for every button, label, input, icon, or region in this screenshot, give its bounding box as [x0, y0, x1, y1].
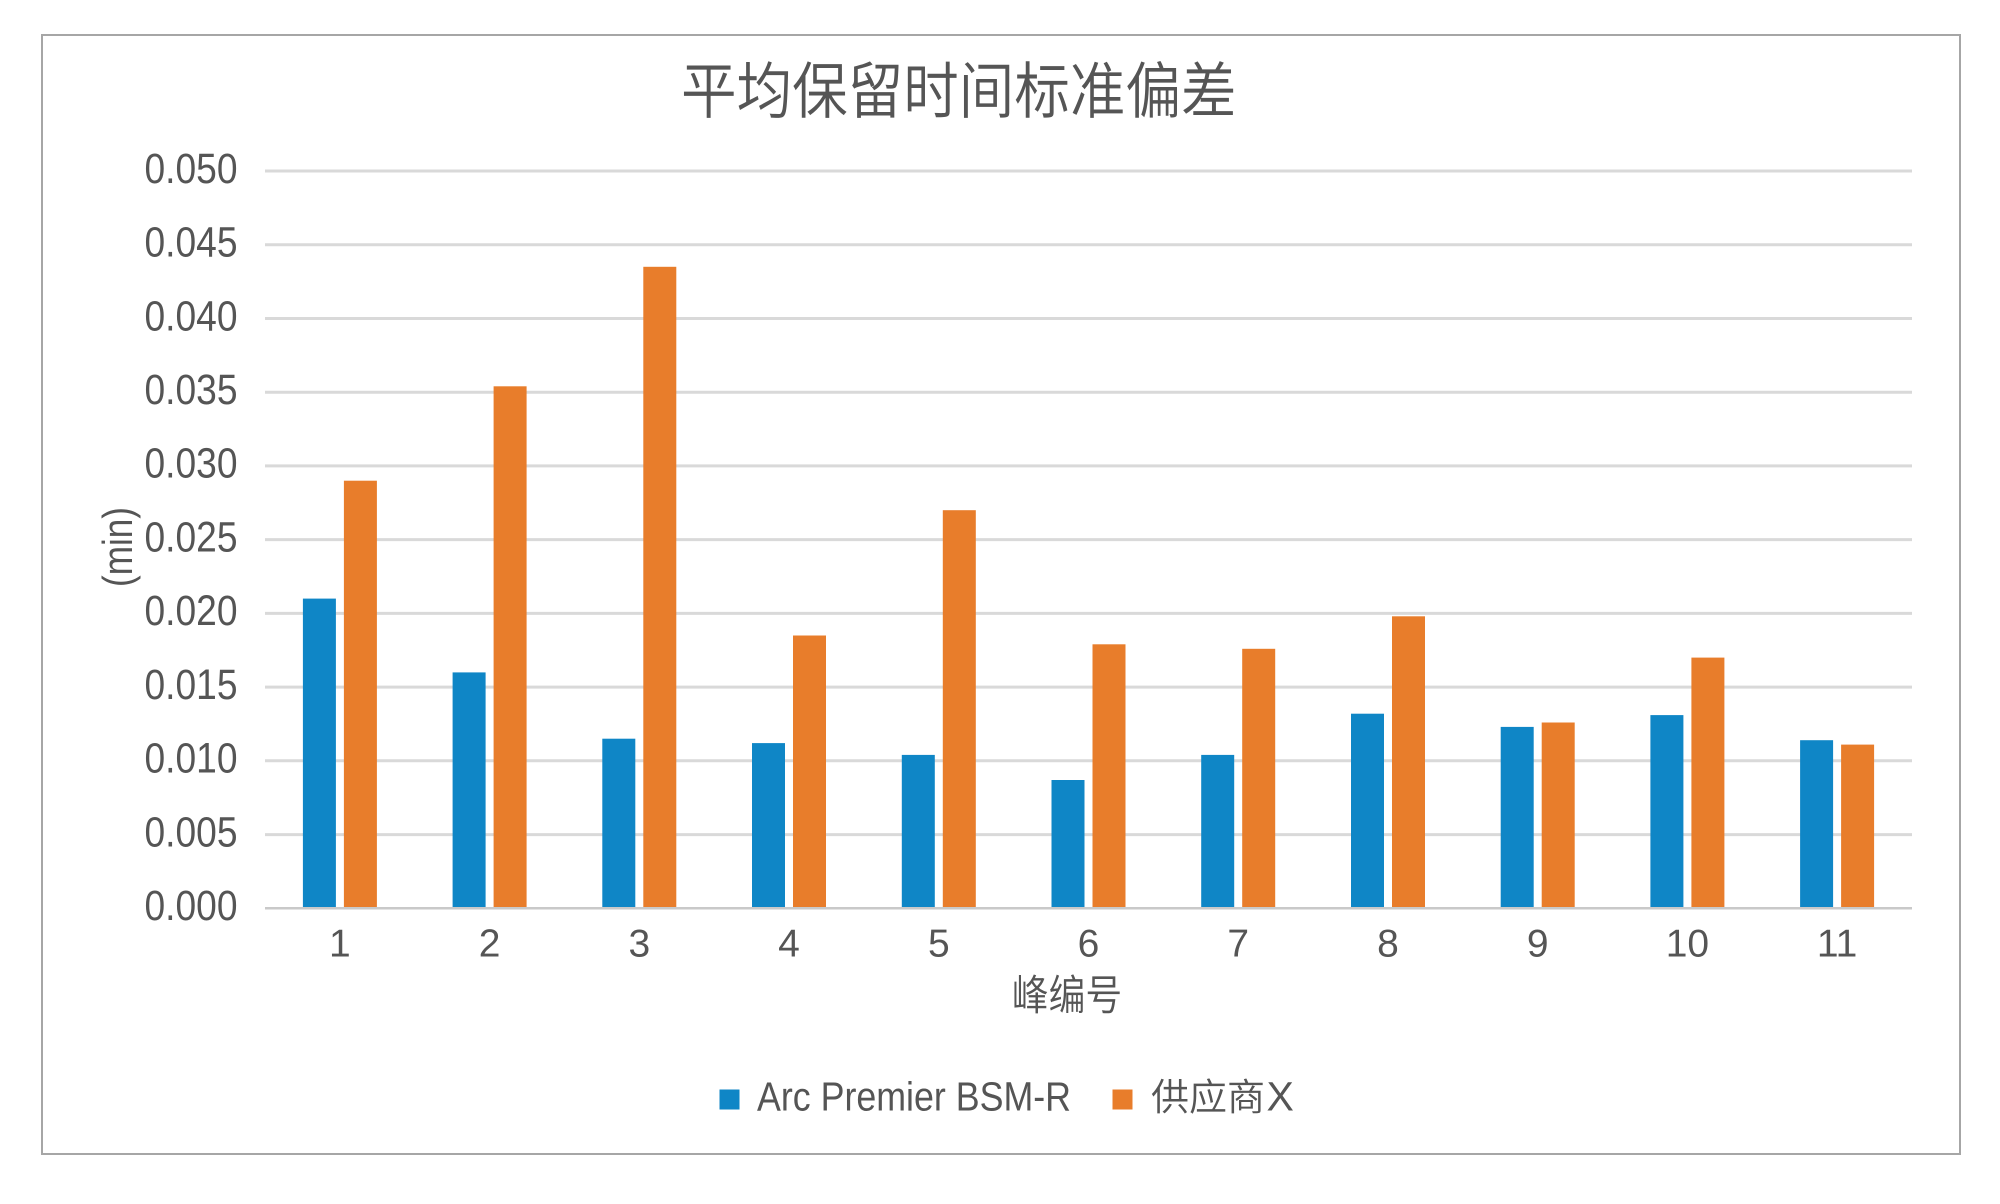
svg-text:0.035: 0.035: [145, 366, 238, 414]
svg-text:0.005: 0.005: [145, 808, 238, 856]
svg-text:(min): (min): [94, 507, 141, 587]
svg-text:0.030: 0.030: [145, 440, 238, 488]
svg-text:1: 1: [329, 922, 351, 965]
svg-text:0.050: 0.050: [145, 145, 238, 193]
svg-text:10: 10: [1666, 922, 1709, 965]
svg-text:X: X: [1267, 1074, 1294, 1120]
svg-text:Arc Premier BSM-R: Arc Premier BSM-R: [757, 1074, 1071, 1120]
svg-text:7: 7: [1227, 922, 1249, 965]
svg-text:8: 8: [1377, 922, 1399, 965]
svg-text:3: 3: [628, 922, 650, 965]
svg-text:0.020: 0.020: [145, 587, 238, 635]
svg-text:5: 5: [928, 922, 950, 965]
svg-text:9: 9: [1527, 922, 1549, 965]
svg-text:0.000: 0.000: [145, 882, 238, 930]
svg-text:2: 2: [479, 922, 501, 965]
svg-text:0.045: 0.045: [145, 219, 238, 267]
svg-text:6: 6: [1078, 922, 1100, 965]
svg-text:0.015: 0.015: [145, 661, 238, 709]
svg-text:11: 11: [1817, 922, 1858, 965]
svg-text:0.040: 0.040: [145, 292, 238, 340]
svg-text:4: 4: [778, 922, 800, 965]
svg-text:0.025: 0.025: [145, 513, 238, 561]
svg-text:0.010: 0.010: [145, 735, 238, 783]
